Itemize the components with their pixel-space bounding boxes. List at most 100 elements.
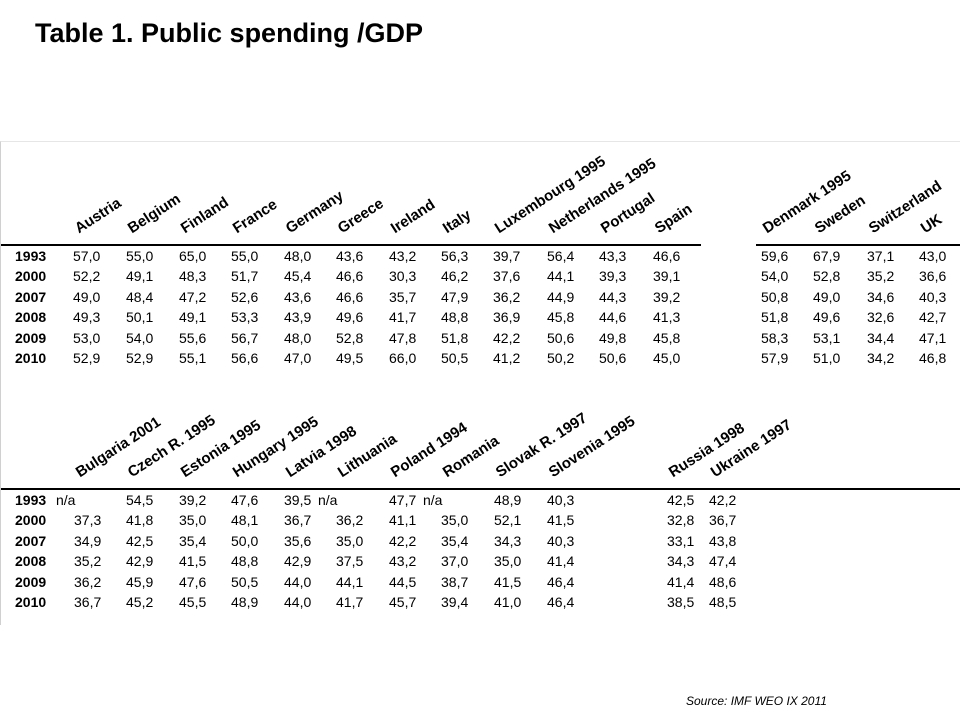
table-cell: 49,1 bbox=[126, 268, 154, 285]
table-cell: 49,8 bbox=[599, 329, 627, 346]
table-cell: 37,1 bbox=[867, 248, 895, 264]
table-cell: 49,3 bbox=[73, 309, 101, 326]
table-cell: 55,6 bbox=[179, 329, 207, 346]
table-cell: 37,3 bbox=[74, 512, 102, 529]
table-cell: n/a bbox=[423, 492, 443, 508]
table-cell: 32,6 bbox=[867, 309, 895, 326]
table-cell: 43,3 bbox=[599, 248, 627, 264]
column-header-belgium: Belgium bbox=[124, 190, 184, 237]
table-cell: 56,7 bbox=[231, 329, 259, 346]
table-cell: 35,0 bbox=[336, 532, 364, 549]
table-cell: 58,3 bbox=[761, 329, 789, 346]
table-cell: 44,9 bbox=[547, 288, 575, 305]
table-cell: 47,0 bbox=[284, 350, 312, 366]
table-cell: 45,9 bbox=[126, 573, 154, 590]
table-cell: 34,3 bbox=[667, 553, 695, 570]
table-cell: 50,1 bbox=[126, 309, 154, 326]
table-cell: 36,2 bbox=[493, 288, 521, 305]
table-cell: 50,8 bbox=[761, 288, 789, 305]
table-cell: 47,2 bbox=[179, 288, 207, 305]
source-note: Source: IMF WEO IX 2011 bbox=[686, 694, 827, 708]
table-cell: 45,2 bbox=[126, 594, 154, 610]
table-cell: 48,8 bbox=[231, 553, 259, 570]
table-cell: 48,4 bbox=[126, 288, 154, 305]
table-cell: 42,9 bbox=[284, 553, 312, 570]
table-cell: 36,7 bbox=[709, 512, 737, 529]
table-cell: 66,0 bbox=[389, 350, 417, 366]
table-cell: 42,5 bbox=[667, 492, 695, 508]
year-label: 2000 bbox=[15, 268, 47, 285]
table-cell: 44,5 bbox=[389, 573, 417, 590]
table-cell: 41,5 bbox=[179, 553, 207, 570]
year-label: 2008 bbox=[15, 309, 47, 326]
table-cell: 44,0 bbox=[284, 594, 312, 610]
table-cell: n/a bbox=[318, 492, 338, 508]
table-cell: 46,4 bbox=[547, 594, 575, 610]
table-cell: 35,7 bbox=[389, 288, 417, 305]
table-cell: 37,0 bbox=[441, 553, 469, 570]
table-cell: 51,8 bbox=[761, 309, 789, 326]
table-cell: 50,6 bbox=[547, 329, 575, 346]
header-rule bbox=[1, 488, 960, 490]
table-cell: 45,8 bbox=[547, 309, 575, 326]
table-cell: 54,5 bbox=[126, 492, 154, 508]
column-header-bulgaria-2001: Bulgaria 2001 bbox=[72, 413, 164, 481]
column-header-denmark-1995: Denmark 1995 bbox=[759, 167, 855, 237]
table-cell: 51,0 bbox=[813, 350, 841, 366]
year-label: 2007 bbox=[15, 532, 47, 549]
column-header-austria: Austria bbox=[71, 194, 125, 237]
table-cell: 42,2 bbox=[389, 532, 417, 549]
year-label: 1993 bbox=[15, 492, 47, 508]
table-cell: 48,6 bbox=[709, 573, 737, 590]
spending-table-panel: 1993 2000 2007 2008 2009 2010 1993 2000 2007 2008… bbox=[0, 141, 960, 625]
table-cell: 34,6 bbox=[867, 288, 895, 305]
table-cell: 48,5 bbox=[709, 594, 737, 610]
table-cell: 45,0 bbox=[653, 350, 681, 366]
table-cell: 42,7 bbox=[919, 309, 947, 326]
year-label: 2009 bbox=[15, 329, 47, 346]
table-cell: 41,4 bbox=[667, 573, 695, 590]
year-label: 2000 bbox=[15, 512, 47, 529]
table-cell: 36,2 bbox=[336, 512, 364, 529]
year-label: 2009 bbox=[15, 573, 47, 590]
table-cell: 42,2 bbox=[493, 329, 521, 346]
table-cell: 39,5 bbox=[284, 492, 312, 508]
table-cell: 42,2 bbox=[709, 492, 737, 508]
table-cell: 41,0 bbox=[494, 594, 522, 610]
table-cell: 47,4 bbox=[709, 553, 737, 570]
table-cell: 36,2 bbox=[74, 573, 102, 590]
table-cell: 37,5 bbox=[336, 553, 364, 570]
table-cell: 48,0 bbox=[284, 329, 312, 346]
table-cell: 55,1 bbox=[179, 350, 207, 366]
table-cell: 54,0 bbox=[126, 329, 154, 346]
table-cell: 44,0 bbox=[284, 573, 312, 590]
column-header-france: France bbox=[229, 195, 281, 237]
table-cell: 41,8 bbox=[126, 512, 154, 529]
table-cell: 40,3 bbox=[919, 288, 947, 305]
column-header-italy: Italy bbox=[439, 206, 475, 237]
table-cell: 35,4 bbox=[179, 532, 207, 549]
table-cell: 56,4 bbox=[547, 248, 575, 264]
table-cell: 35,0 bbox=[179, 512, 207, 529]
table-cell: 39,2 bbox=[179, 492, 207, 508]
table-cell: 50,0 bbox=[231, 532, 259, 549]
table-cell: 46,8 bbox=[919, 350, 947, 366]
table-cell: 43,6 bbox=[284, 288, 312, 305]
table-cell: 44,1 bbox=[547, 268, 575, 285]
table-cell: 36,6 bbox=[919, 268, 947, 285]
column-header-finland: Finland bbox=[177, 193, 232, 237]
table-cell: 45,7 bbox=[389, 594, 417, 610]
table-cell: 41,3 bbox=[653, 309, 681, 326]
table-cell: 34,2 bbox=[867, 350, 895, 366]
table-cell: 45,4 bbox=[284, 268, 312, 285]
table-cell: n/a bbox=[56, 492, 76, 508]
column-header-uk: UK bbox=[917, 210, 946, 237]
table-cell: 51,8 bbox=[441, 329, 469, 346]
table-cell: 34,4 bbox=[867, 329, 895, 346]
table-cell: 56,6 bbox=[231, 350, 259, 366]
table-cell: 50,5 bbox=[441, 350, 469, 366]
table-cell: 49,1 bbox=[179, 309, 207, 326]
table-cell: 43,0 bbox=[919, 248, 947, 264]
table-cell: 41,4 bbox=[547, 553, 575, 570]
table-cell: 52,8 bbox=[813, 268, 841, 285]
